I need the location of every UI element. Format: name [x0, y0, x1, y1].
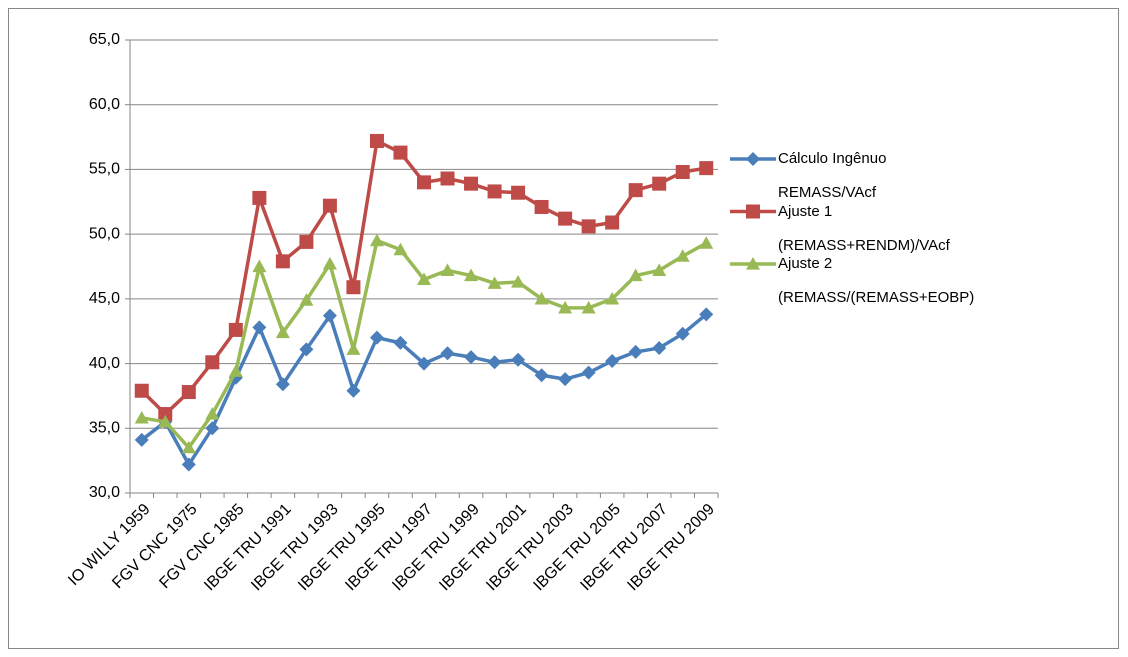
- data-point: [534, 291, 549, 305]
- data-point: [205, 407, 220, 420]
- data-point: [252, 190, 267, 205]
- data-point: [369, 133, 384, 148]
- data-point: [558, 211, 573, 226]
- data-point: [487, 355, 502, 370]
- data-point: [158, 414, 173, 428]
- data-point: [393, 145, 408, 160]
- y-tick-label: 55,0: [89, 161, 120, 178]
- data-point: [393, 335, 408, 350]
- data-point: [558, 372, 573, 387]
- data-point: [699, 236, 714, 249]
- y-tick-label: 65,0: [89, 31, 120, 48]
- data-point: [558, 300, 573, 314]
- data-point: [511, 275, 526, 288]
- data-point: [628, 268, 643, 282]
- data-point: [369, 233, 384, 247]
- data-point: [346, 280, 361, 295]
- data-point: [487, 184, 502, 199]
- y-tick-label: 60,0: [89, 96, 120, 113]
- data-point: [605, 353, 620, 368]
- data-point: [181, 440, 196, 454]
- data-point: [275, 325, 290, 339]
- y-tick-label: 40,0: [89, 355, 120, 372]
- data-point: [252, 259, 267, 273]
- data-point: [440, 346, 455, 361]
- data-point: [675, 326, 690, 341]
- data-point: [181, 385, 196, 400]
- data-point: [605, 291, 620, 305]
- data-point: [464, 176, 479, 191]
- data-point: [534, 199, 549, 214]
- data-point: [275, 377, 290, 392]
- y-tick-label: 45,0: [89, 290, 120, 307]
- legend-label: Ajuste 2 (REMASS/(REMASS+EOBP): [778, 255, 975, 306]
- data-point: [581, 300, 596, 314]
- data-point: [346, 383, 361, 398]
- data-point: [346, 342, 361, 355]
- data-point: [605, 215, 620, 230]
- data-point: [158, 407, 173, 422]
- data-point: [417, 272, 431, 286]
- chart-frame: [8, 8, 1119, 649]
- y-tick-label: 50,0: [89, 225, 120, 242]
- data-point: [393, 242, 408, 256]
- data-point: [252, 320, 267, 335]
- data-point: [699, 307, 714, 322]
- data-point: [205, 421, 220, 436]
- data-point: [299, 293, 314, 306]
- data-point: [464, 350, 479, 365]
- data-point: [417, 356, 431, 371]
- legend-marker: [746, 204, 760, 219]
- data-point: [699, 161, 714, 176]
- legend-label: Cálculo Ingênuo REMASS/VAcf: [778, 150, 887, 201]
- data-point: [417, 175, 431, 190]
- data-point: [134, 383, 149, 398]
- data-point: [228, 364, 243, 377]
- data-point: [299, 342, 314, 357]
- data-point: [134, 432, 149, 447]
- data-point: [675, 165, 690, 180]
- y-tick-label: 30,0: [89, 484, 120, 501]
- data-point: [652, 176, 667, 191]
- y-tick-label: 35,0: [89, 420, 120, 437]
- data-point: [440, 263, 455, 276]
- data-point: [322, 198, 337, 213]
- data-point: [134, 410, 149, 424]
- legend-label: Ajuste 1 (REMASS+RENDM)/VAcf: [778, 202, 950, 254]
- data-point: [440, 171, 455, 186]
- legend-marker: [746, 152, 760, 166]
- data-point: [652, 341, 667, 356]
- data-point: [228, 322, 243, 337]
- data-point: [299, 234, 314, 249]
- data-point: [275, 254, 290, 269]
- data-point: [205, 355, 220, 370]
- data-point: [628, 344, 643, 359]
- data-point: [581, 219, 596, 234]
- data-point: [628, 183, 643, 198]
- data-point: [464, 268, 479, 282]
- data-point: [675, 249, 690, 262]
- legend-marker: [746, 257, 760, 270]
- data-point: [181, 457, 196, 472]
- data-point: [534, 368, 549, 383]
- data-point: [581, 365, 596, 380]
- data-point: [322, 308, 337, 323]
- data-point: [511, 185, 526, 200]
- data-point: [487, 276, 502, 289]
- data-point: [652, 263, 667, 276]
- data-point: [369, 330, 384, 345]
- data-point: [322, 256, 337, 270]
- data-point: [511, 352, 526, 367]
